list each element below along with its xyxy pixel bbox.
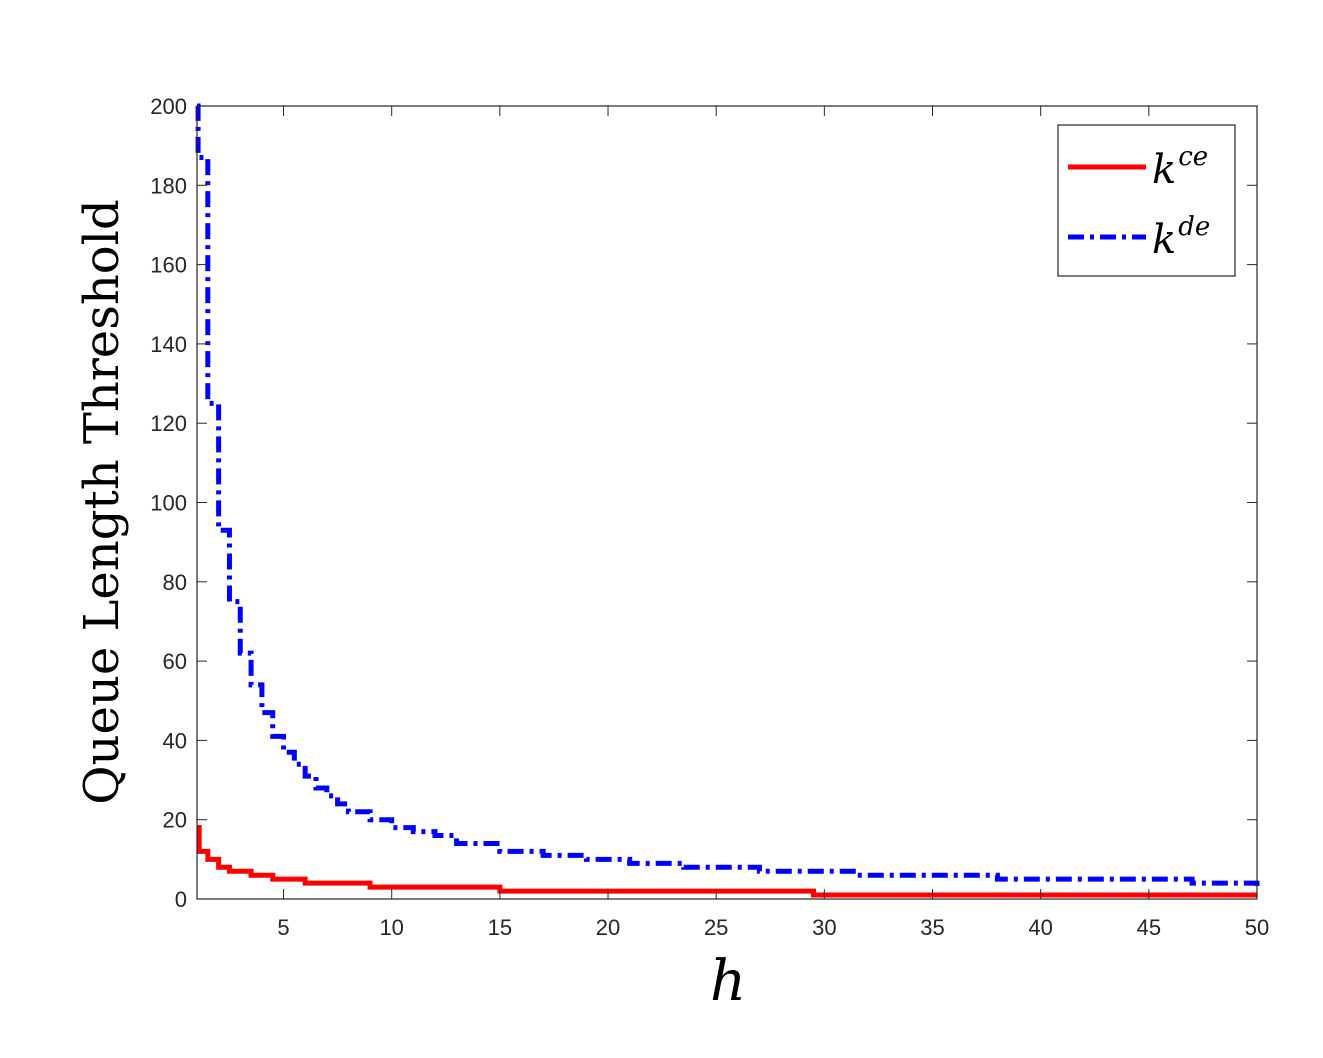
y-tick-label: 20 [163,808,187,833]
y-tick-label: 80 [163,570,187,595]
y-axis-label: Queue Length Threshold [74,199,130,804]
x-tick-label: 40 [1028,915,1052,940]
legend-label: kde [1152,212,1210,263]
y-tick-label: 0 [175,887,187,912]
x-tick-label: 50 [1245,915,1269,940]
legend-box [1057,124,1236,277]
y-tick-label: 120 [150,411,187,436]
x-tick-label: 35 [920,915,944,940]
legend-label: kce [1152,142,1208,193]
x-tick-label: 25 [704,915,728,940]
y-tick-label: 180 [150,173,187,198]
y-tick-label: 200 [150,94,187,119]
y-tick-label: 40 [163,728,187,753]
x-tick-label: 20 [596,915,620,940]
x-tick-label: 30 [812,915,836,940]
series-line-kde [195,103,1260,888]
y-tick-label: 160 [150,253,187,278]
y-tick-label: 100 [150,491,187,516]
x-tick-label: 45 [1137,915,1161,940]
y-tick-label: 60 [163,649,187,674]
ticks: 5 10 15 20 25 30 35 40 45 50 0 20 40 60 80 100 120 140 160… [150,94,1269,940]
series-line-kce [196,825,1257,898]
x-tick-label: 5 [277,915,289,940]
x-tick-label: 10 [379,915,403,940]
y-tick-label: 140 [150,332,187,357]
x-axis-label: h [710,949,746,1014]
legend: kce kde [1057,124,1236,277]
x-tick-label: 15 [488,915,512,940]
